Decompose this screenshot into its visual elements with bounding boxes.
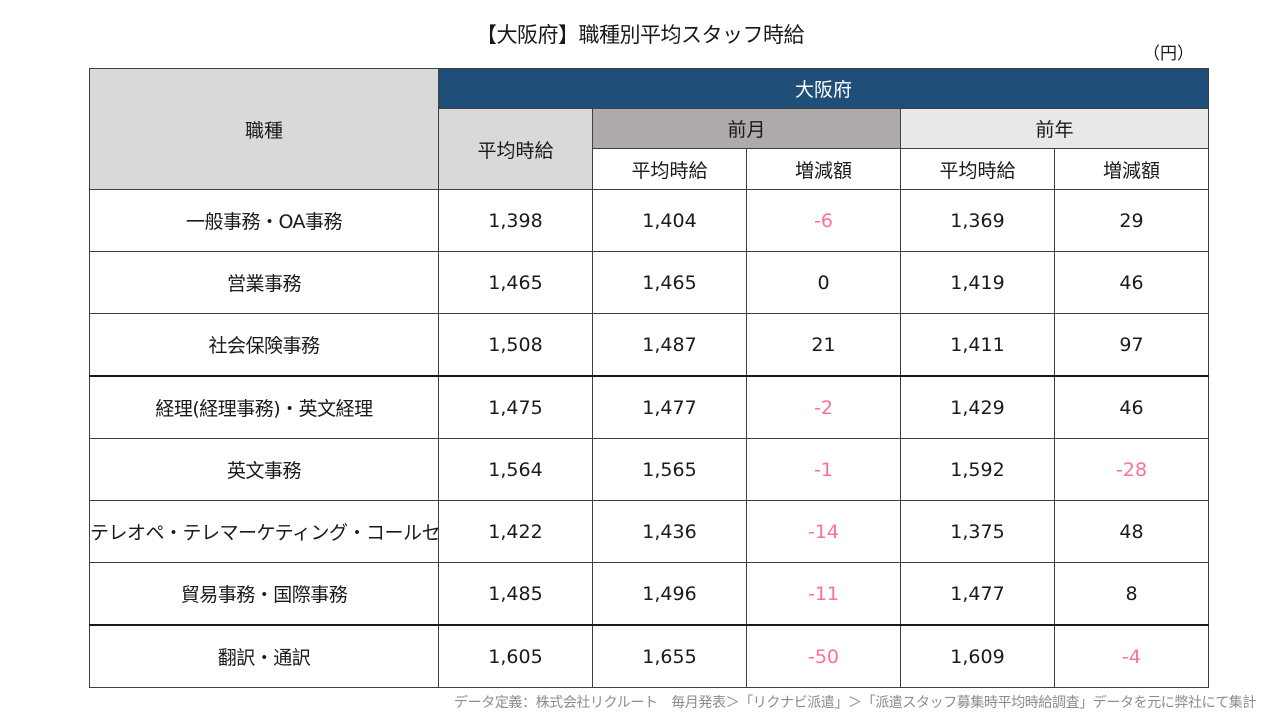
table-row: 英文事務 1,564 1,565 -1 1,592 -28	[89, 438, 1210, 501]
prev-month-diff-header: 増減額	[746, 148, 901, 190]
unit-label: （円）	[1143, 44, 1194, 64]
prev-year-header: 前年	[899, 108, 1210, 149]
job-name: 経理(経理事務)・英文経理	[89, 375, 439, 439]
prev-year-diff: 48	[1053, 500, 1210, 563]
prev-month-avg-header: 平均時給	[592, 148, 747, 190]
prev-month-avg: 1,404	[592, 189, 747, 252]
prev-year-diff: 46	[1053, 251, 1210, 314]
prev-year-avg: 1,411	[900, 313, 1055, 377]
prev-year-diff: 46	[1053, 375, 1210, 439]
table-row: 翻訳・通訳 1,605 1,655 -50 1,609 -4	[89, 624, 1210, 688]
wage-table: 職種 大阪府 平均時給 前月 前年 平均時給 増減額 平均時給 増減額 一般事務…	[89, 68, 1210, 688]
prev-year-avg: 1,419	[900, 251, 1055, 314]
prev-year-diff: 8	[1053, 562, 1210, 626]
table-body: 一般事務・OA事務 1,398 1,404 -6 1,369 29 営業事務 1…	[89, 189, 1210, 688]
prev-month-diff: -11	[746, 562, 901, 626]
table-row: 経理(経理事務)・英文経理 1,475 1,477 -2 1,429 46	[89, 375, 1210, 439]
prev-year-avg: 1,375	[900, 500, 1055, 563]
avg-wage-header: 平均時給	[438, 108, 593, 190]
prev-month-avg: 1,565	[592, 438, 747, 501]
job-name: 営業事務	[89, 251, 439, 314]
table-row: テレオペ・テレマーケティング・コールセンター 1,422 1,436 -14 1…	[89, 500, 1210, 563]
job-name: 英文事務	[89, 438, 439, 501]
region-header: 大阪府	[437, 68, 1210, 109]
prev-month-diff: -50	[746, 624, 901, 688]
job-name: 翻訳・通訳	[89, 624, 439, 688]
prev-year-avg: 1,609	[900, 624, 1055, 688]
prev-month-diff: -1	[746, 438, 901, 501]
prev-year-diff: 29	[1053, 189, 1210, 252]
avg-wage: 1,508	[438, 313, 593, 377]
table-row: 貿易事務・国際事務 1,485 1,496 -11 1,477 8	[89, 562, 1210, 626]
prev-year-diff: -28	[1053, 438, 1210, 501]
prev-year-diff: -4	[1053, 624, 1210, 688]
table-row: 一般事務・OA事務 1,398 1,404 -6 1,369 29	[89, 189, 1210, 252]
avg-wage: 1,564	[438, 438, 593, 501]
prev-month-header: 前月	[592, 108, 901, 149]
prev-year-avg-header: 平均時給	[900, 148, 1055, 190]
avg-wage: 1,465	[438, 251, 593, 314]
prev-month-avg: 1,477	[592, 375, 747, 439]
prev-year-diff-header: 増減額	[1053, 148, 1210, 190]
prev-month-diff: 0	[746, 251, 901, 314]
page-title: 【大阪府】職種別平均スタッフ時給	[476, 23, 805, 47]
prev-year-avg: 1,429	[900, 375, 1055, 439]
prev-month-diff: -2	[746, 375, 901, 439]
prev-year-diff: 97	[1053, 313, 1210, 377]
prev-month-diff: 21	[746, 313, 901, 377]
job-header: 職種	[89, 68, 439, 190]
job-name: 一般事務・OA事務	[89, 189, 439, 252]
avg-wage: 1,485	[438, 562, 593, 626]
prev-month-avg: 1,436	[592, 500, 747, 563]
prev-month-diff: -14	[746, 500, 901, 563]
job-name: テレオペ・テレマーケティング・コールセンター	[89, 500, 439, 563]
prev-year-avg: 1,369	[900, 189, 1055, 252]
table-row: 社会保険事務 1,508 1,487 21 1,411 97	[89, 313, 1210, 377]
job-name: 社会保険事務	[89, 313, 439, 377]
job-name: 貿易事務・国際事務	[89, 562, 439, 626]
avg-wage: 1,422	[438, 500, 593, 563]
prev-month-avg: 1,465	[592, 251, 747, 314]
prev-year-avg: 1,477	[900, 562, 1055, 626]
prev-month-avg: 1,655	[592, 624, 747, 688]
prev-month-diff: -6	[746, 189, 901, 252]
avg-wage: 1,475	[438, 375, 593, 439]
avg-wage: 1,605	[438, 624, 593, 688]
prev-month-avg: 1,496	[592, 562, 747, 626]
avg-wage: 1,398	[438, 189, 593, 252]
prev-year-avg: 1,592	[900, 438, 1055, 501]
data-source-note: データ定義：株式会社リクルート 毎月発表＞「リクナビ派遣」＞「派遣スタッフ募集時…	[454, 695, 1256, 711]
table-row: 営業事務 1,465 1,465 0 1,419 46	[89, 251, 1210, 314]
prev-month-avg: 1,487	[592, 313, 747, 377]
